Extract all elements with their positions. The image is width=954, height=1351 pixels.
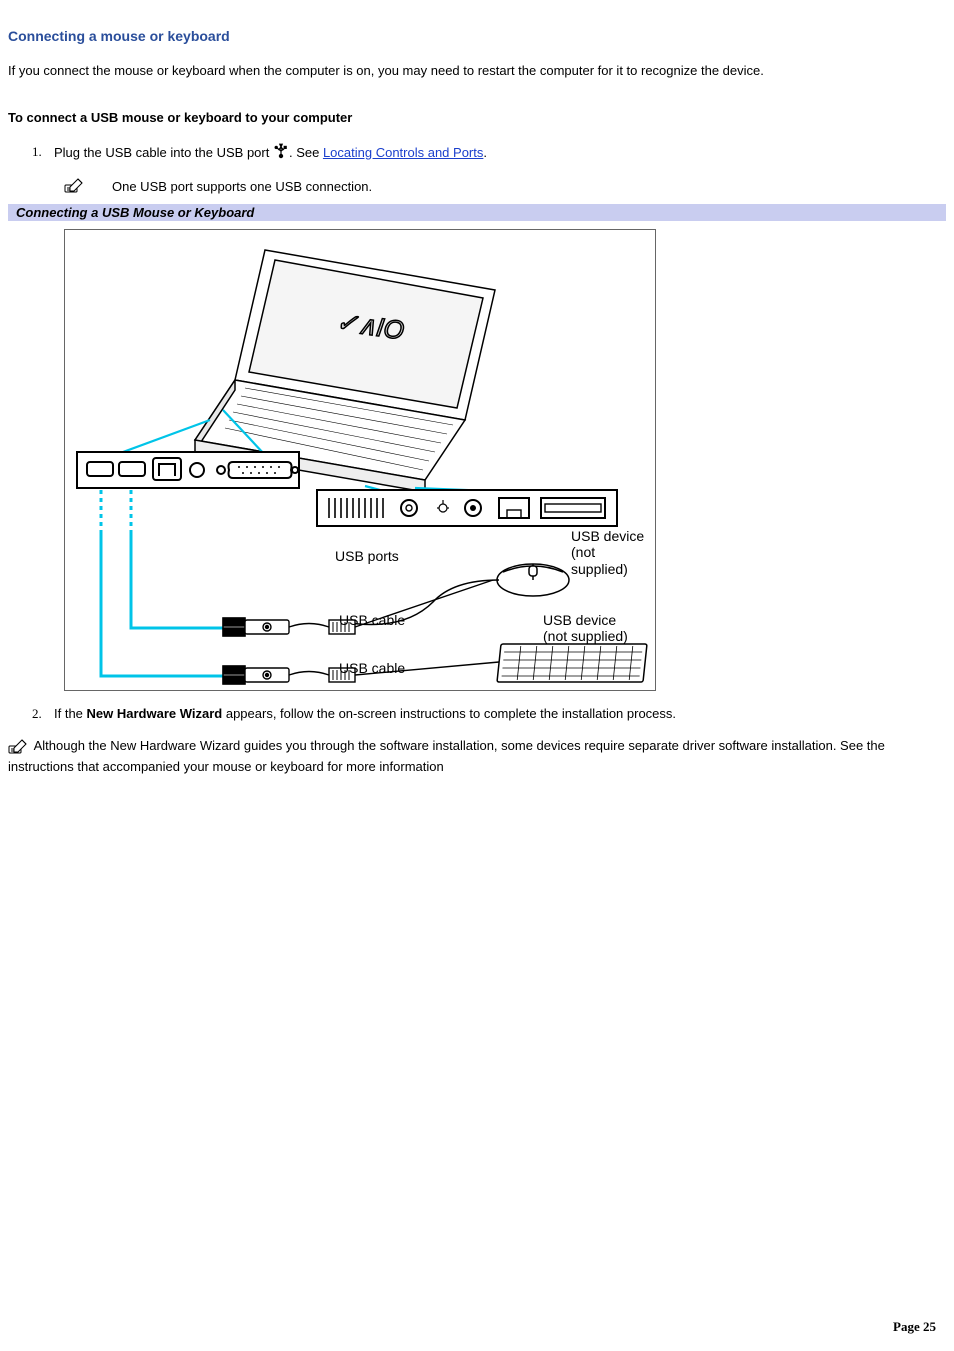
usb-connection-diagram: ✓∧IO	[64, 229, 656, 691]
figure-container: ✓∧IO	[8, 221, 946, 705]
figure-caption: Connecting a USB Mouse or Keyboard	[8, 204, 946, 221]
page-number: Page 25	[893, 1319, 936, 1335]
step-1-text-b: . See	[289, 145, 323, 160]
label-usb-ports: USB ports	[335, 548, 399, 565]
label-usb-cable-1: USB cable	[339, 612, 405, 629]
step-2: If the New Hardware Wizard appears, foll…	[54, 705, 946, 723]
section-heading: Connecting a mouse or keyboard	[8, 28, 946, 44]
label-usb-cable-2: USB cable	[339, 660, 405, 677]
usb-trident-icon	[273, 143, 289, 164]
note-1-text: One USB port supports one USB connection…	[112, 179, 372, 194]
step-2-text-b: appears, follow the on-screen instructio…	[222, 706, 676, 721]
locating-controls-link[interactable]: Locating Controls and Ports	[323, 145, 483, 160]
note-2-text: Although the New Hardware Wizard guides …	[8, 738, 885, 775]
intro-paragraph: If you connect the mouse or keyboard whe…	[8, 62, 946, 80]
step-list-2: If the New Hardware Wizard appears, foll…	[8, 705, 946, 723]
step-list: Plug the USB cable into the USB port . S…	[8, 143, 946, 164]
procedure-subhead: To connect a USB mouse or keyboard to yo…	[8, 110, 946, 125]
step-2-bold: New Hardware Wizard	[87, 706, 223, 721]
pencil-note-icon	[8, 742, 32, 757]
note-1: One USB port supports one USB connection…	[8, 177, 946, 196]
note-2: Although the New Hardware Wizard guides …	[8, 737, 946, 776]
pencil-note-icon	[64, 177, 84, 196]
label-usb-device-1: USB device	[571, 528, 644, 545]
step-2-text-a: If the	[54, 706, 87, 721]
step-1-text-c: .	[483, 145, 487, 160]
label-usb-device-2: USB device	[543, 612, 616, 629]
label-not-supplied-1: (not supplied)	[571, 544, 655, 578]
label-not-supplied-2: (not supplied)	[543, 628, 628, 645]
step-1: Plug the USB cable into the USB port . S…	[54, 143, 946, 164]
step-1-text-a: Plug the USB cable into the USB port	[54, 145, 273, 160]
